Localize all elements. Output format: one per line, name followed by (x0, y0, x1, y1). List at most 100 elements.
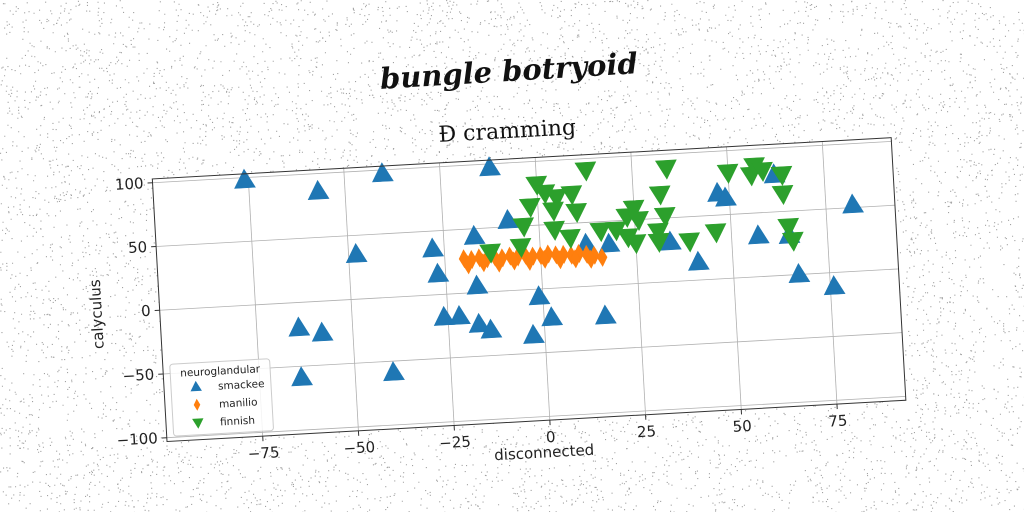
legend-marker-manilio (193, 398, 201, 411)
y-tick-label: 100 (114, 174, 144, 194)
data-point-smackee (291, 366, 313, 387)
data-point-smackee (748, 224, 770, 245)
legend-title: neuroglandular (180, 363, 261, 379)
data-point-manilio (493, 253, 505, 273)
plot-area: Đ cramming −75 −50 −25 0 25 50 75 −100 −50 0 50 100… (86, 115, 907, 465)
axes-title: Đ cramming (438, 115, 577, 148)
x-tick-label: 25 (636, 422, 656, 441)
data-point-smackee (433, 305, 456, 326)
data-point-smackee (234, 168, 256, 189)
data-markers (234, 156, 865, 387)
data-point-smackee (480, 318, 503, 339)
data-point-smackee (823, 275, 846, 296)
data-point-finnish (716, 163, 739, 184)
data-point-manilio (539, 249, 550, 269)
data-point-finnish (622, 199, 645, 220)
data-point-finnish (627, 210, 649, 232)
data-point-smackee (598, 232, 621, 253)
data-point-finnish (559, 228, 581, 249)
data-point-manilio (585, 249, 596, 269)
legend-label-finnish: finnish (220, 415, 256, 429)
y-tick-label: −50 (122, 365, 155, 385)
data-point-finnish (560, 185, 583, 206)
data-point-finnish (655, 159, 677, 180)
y-gridline (152, 141, 892, 184)
data-point-smackee (345, 242, 368, 264)
data-point-smackee (311, 321, 334, 342)
data-point-manilio (570, 249, 581, 269)
data-point-finnish (648, 185, 671, 206)
data-point-finnish (770, 165, 793, 186)
data-point-finnish (751, 161, 773, 182)
data-point-smackee (595, 304, 617, 325)
data-point-manilio (524, 251, 535, 271)
data-point-finnish (509, 238, 532, 259)
legend-marker-smackee (190, 380, 202, 392)
data-point-manilio (508, 251, 520, 271)
x-tick-label: −75 (247, 443, 280, 463)
data-point-finnish (512, 217, 535, 238)
series-manilio (458, 244, 608, 275)
data-point-finnish (624, 234, 647, 255)
data-point-smackee (523, 323, 545, 344)
x-axis-label: disconnected (494, 441, 595, 465)
y-tick-label: 0 (141, 302, 152, 321)
data-point-smackee (307, 179, 330, 200)
data-point-smackee (466, 274, 489, 295)
data-point-finnish (589, 222, 612, 243)
chart-suptitle: bungle botryoid (379, 46, 639, 96)
data-point-smackee (497, 208, 520, 229)
data-point-finnish (574, 161, 597, 182)
data-point-smackee (788, 262, 811, 284)
y-tick-label: 50 (128, 238, 148, 257)
data-point-smackee (842, 193, 865, 214)
data-point-manilio (554, 250, 566, 270)
y-gridline (166, 395, 906, 439)
data-point-smackee (427, 262, 450, 283)
data-point-manilio (596, 247, 608, 267)
data-point-smackee (372, 162, 394, 183)
data-point-smackee (479, 156, 501, 177)
data-point-finnish (518, 197, 541, 218)
data-point-finnish (777, 217, 800, 238)
x-tick-label: −50 (343, 438, 376, 458)
data-point-finnish (678, 232, 700, 253)
data-point-smackee (688, 250, 710, 271)
x-tick-label: 75 (828, 412, 848, 431)
data-point-manilio (478, 253, 489, 273)
data-point-smackee (383, 361, 405, 382)
y-gridline (163, 332, 903, 375)
y-gridline (159, 268, 899, 311)
data-point-finnish (647, 222, 669, 243)
data-point-finnish (771, 185, 794, 206)
x-tick-label: −25 (439, 433, 472, 453)
data-point-smackee (449, 304, 471, 326)
data-point-smackee (422, 237, 445, 258)
legend: neuroglandular smackee manilio finnish (169, 358, 274, 437)
x-tick-label: 0 (546, 428, 557, 447)
data-point-smackee (463, 224, 486, 245)
data-point-finnish (781, 231, 804, 252)
data-point-manilio (462, 255, 474, 275)
data-point-finnish (653, 206, 676, 227)
legend-marker-finnish (192, 418, 204, 429)
data-point-finnish (542, 201, 564, 222)
legend-label-manilio: manilio (219, 396, 258, 410)
series-smackee (234, 156, 865, 387)
plot-frame (151, 137, 907, 443)
data-point-finnish (545, 188, 567, 209)
data-point-smackee (288, 316, 311, 337)
data-point-finnish (704, 223, 727, 244)
y-tick-label: −100 (116, 429, 158, 449)
x-tick-label: 50 (732, 417, 752, 436)
data-point-smackee (715, 186, 737, 207)
series-finnish (479, 157, 804, 264)
legend-entries: smackee manilio finnish (190, 378, 265, 429)
data-point-finnish (565, 202, 587, 223)
y-axis-label: calyculus (86, 279, 108, 350)
legend-box (169, 358, 274, 437)
data-point-finnish (479, 243, 501, 264)
legend-label-smackee: smackee (218, 378, 265, 393)
data-point-finnish (647, 232, 670, 253)
